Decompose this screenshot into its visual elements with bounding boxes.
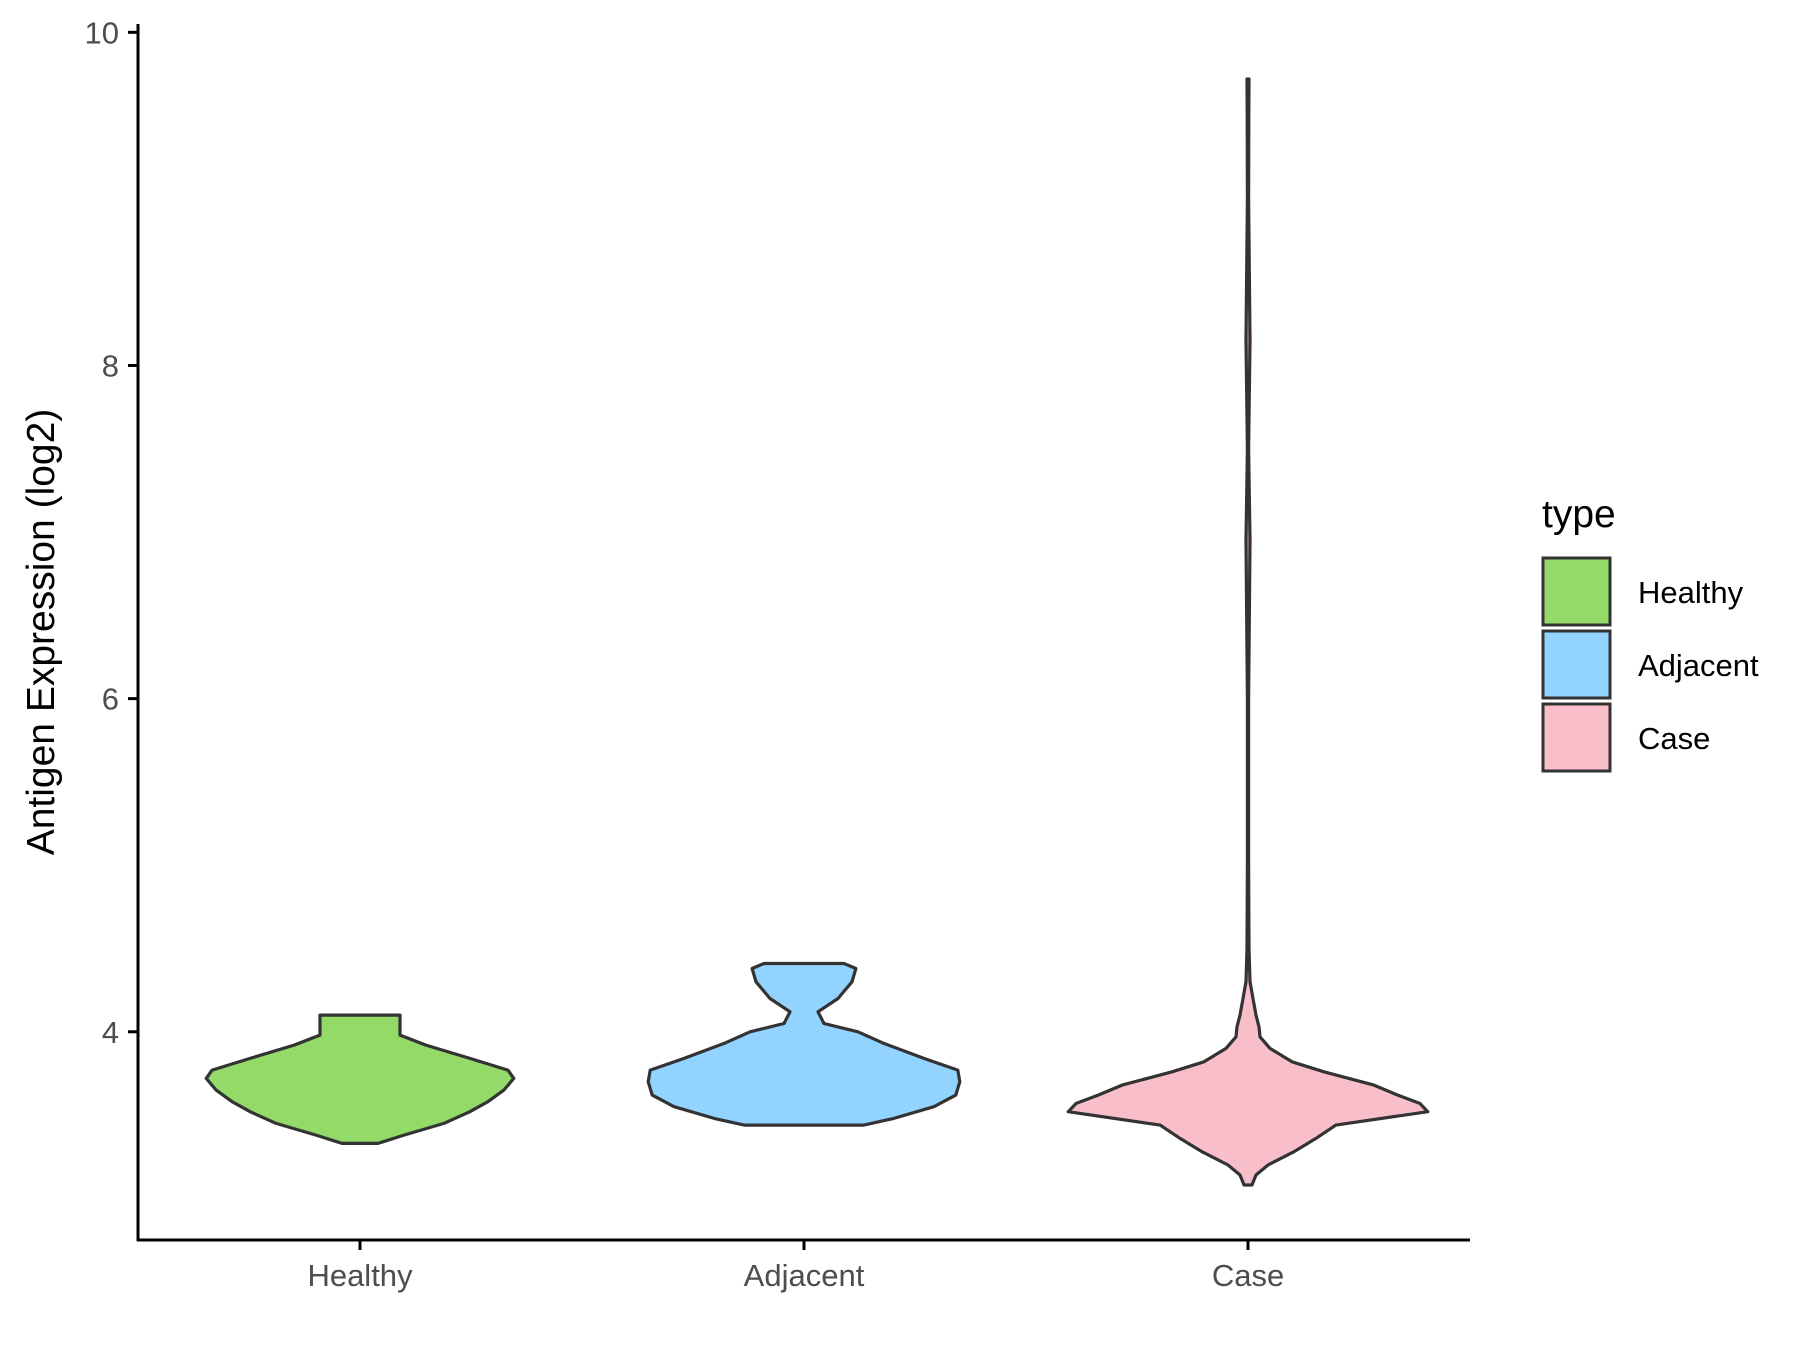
x-tick-label: Case [1212, 1258, 1284, 1293]
y-tick-label: 8 [102, 348, 119, 383]
legend-key-healthy [1541, 556, 1612, 627]
y-tick-label: 10 [85, 15, 119, 50]
x-tick-label: Adjacent [744, 1258, 865, 1293]
legend-key-case [1541, 702, 1612, 773]
legend-key-adjacent [1541, 629, 1612, 700]
legend-title: type [1542, 493, 1616, 536]
legend: type Healthy Adjacent Case [1541, 493, 1759, 773]
violin-healthy [204, 1013, 516, 1145]
x-tick-label: Healthy [307, 1258, 413, 1293]
legend-label: Adjacent [1638, 648, 1759, 683]
y-axis-title: Antigen Expression (log2) [20, 409, 63, 856]
legend-label: Case [1638, 721, 1710, 756]
y-ticks: 4 6 8 10 [85, 15, 138, 1050]
y-tick-label: 4 [102, 1015, 119, 1050]
legend-label: Healthy [1638, 575, 1744, 610]
violin-layer [204, 77, 1430, 1187]
violin-case [1066, 77, 1430, 1187]
violin-adjacent [646, 961, 962, 1127]
x-ticks: Healthy Adjacent Case [307, 1240, 1284, 1293]
y-tick-label: 6 [102, 682, 119, 717]
